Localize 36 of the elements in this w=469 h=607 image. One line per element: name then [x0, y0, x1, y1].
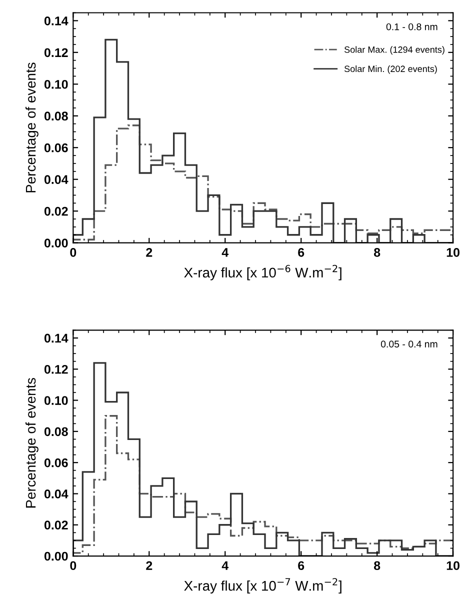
- x-tick-label: 2: [146, 561, 152, 570]
- y-axis-title: Percentage of events: [25, 378, 38, 508]
- x-tick-label: 10: [446, 561, 460, 570]
- y-tick-label: 0.08: [44, 112, 68, 121]
- x-tick-label: 8: [374, 248, 380, 257]
- x-tick-label: 6: [298, 561, 304, 570]
- y-tick-label: 0.00: [44, 238, 68, 248]
- y-tick-label: 0.04: [44, 175, 68, 184]
- y-tick-label: 0.08: [44, 427, 68, 436]
- y-tick-label: 0.02: [44, 520, 68, 530]
- y-tick-label: 0.14: [44, 334, 68, 343]
- x-tick-label: 8: [374, 561, 380, 570]
- x-tick-label: 4: [222, 248, 229, 257]
- y-axis-title: Percentage of events: [25, 62, 38, 192]
- annotation: 0.05 - 0.4 nm: [380, 340, 438, 348]
- x-tick-label: 0: [70, 561, 76, 570]
- y-tick-label: 0.12: [44, 364, 68, 374]
- legend-label: Solar Min. (202 events): [344, 65, 437, 74]
- x-axis-title: X-ray flux [x 10$^{−7}$ W.m$^{−2}$]: [184, 578, 342, 594]
- y-tick-label: 0.00: [44, 552, 68, 561]
- y-tick-label: 0.10: [44, 396, 68, 405]
- y-tick-label: 0.06: [44, 143, 68, 152]
- x-tick-label: 10: [446, 248, 460, 257]
- y-tick-label: 0.10: [44, 80, 68, 89]
- x-tick-label: 2: [146, 248, 152, 257]
- annotation: 0.1 - 0.8 nm: [386, 23, 438, 30]
- y-tick-label: 0.06: [44, 458, 68, 468]
- y-tick-label: 0.04: [44, 490, 68, 498]
- y-tick-label: 0.02: [44, 206, 68, 216]
- x-axis-title: X-ray flux [x 10$^{−6}$ W.m$^{−2}$]: [184, 264, 342, 280]
- x-tick-label: 6: [298, 248, 304, 257]
- legend-label: Solar Max. (1294 events): [344, 46, 444, 55]
- x-tick-label: 4: [222, 561, 229, 570]
- y-tick-label: 0.12: [44, 48, 68, 58]
- x-tick-label: 0: [70, 248, 76, 257]
- y-tick-label: 0.14: [44, 16, 68, 26]
